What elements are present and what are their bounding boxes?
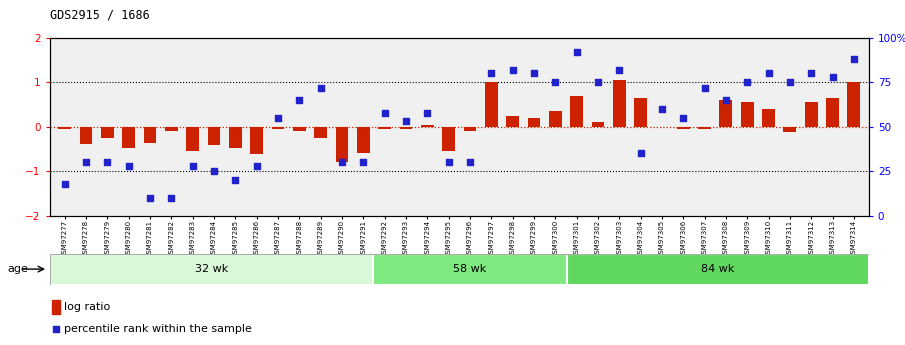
- Point: [228, 177, 243, 183]
- Bar: [186, 127, 199, 151]
- Point: [356, 159, 370, 165]
- Point: [612, 67, 626, 73]
- Point: [505, 67, 519, 73]
- Text: 84 wk: 84 wk: [701, 264, 735, 274]
- Bar: [314, 127, 327, 138]
- Point: [442, 159, 456, 165]
- Bar: [144, 127, 157, 143]
- Point: [206, 168, 221, 174]
- Point: [49, 327, 63, 332]
- Text: age: age: [7, 264, 28, 274]
- Bar: [548, 111, 562, 127]
- Bar: [207, 127, 221, 145]
- Point: [313, 85, 328, 90]
- Bar: [165, 127, 177, 131]
- Point: [847, 57, 862, 62]
- Point: [121, 163, 136, 169]
- Point: [143, 195, 157, 201]
- Bar: [293, 127, 306, 131]
- Bar: [528, 118, 540, 127]
- Bar: [463, 127, 476, 131]
- Point: [591, 80, 605, 85]
- Bar: [485, 82, 498, 127]
- Bar: [336, 127, 348, 162]
- Bar: [741, 102, 754, 127]
- Point: [100, 159, 115, 165]
- Bar: [847, 82, 861, 127]
- Point: [292, 97, 307, 103]
- Bar: [400, 127, 413, 129]
- Bar: [229, 127, 242, 148]
- Bar: [122, 127, 135, 148]
- Bar: [373, 254, 567, 285]
- Bar: [634, 98, 647, 127]
- Point: [569, 49, 584, 55]
- Bar: [592, 122, 605, 127]
- Text: percentile rank within the sample: percentile rank within the sample: [64, 325, 252, 334]
- Bar: [698, 127, 711, 129]
- Point: [399, 119, 414, 124]
- Bar: [58, 127, 71, 129]
- Point: [79, 159, 93, 165]
- Point: [527, 71, 541, 76]
- Text: GDS2915 / 1686: GDS2915 / 1686: [50, 9, 149, 22]
- Bar: [805, 102, 817, 127]
- Bar: [826, 98, 839, 127]
- Bar: [570, 96, 583, 127]
- Bar: [50, 254, 373, 285]
- Point: [164, 195, 178, 201]
- Bar: [506, 116, 519, 127]
- Point: [783, 80, 797, 85]
- Bar: [80, 127, 92, 144]
- Bar: [613, 80, 625, 127]
- Point: [186, 163, 200, 169]
- Bar: [272, 127, 284, 129]
- Bar: [784, 127, 796, 132]
- Text: 32 wk: 32 wk: [195, 264, 228, 274]
- Bar: [101, 127, 114, 138]
- Text: log ratio: log ratio: [64, 302, 110, 312]
- Point: [761, 71, 776, 76]
- Point: [271, 115, 285, 121]
- Bar: [378, 127, 391, 129]
- Point: [804, 71, 818, 76]
- Bar: [762, 109, 775, 127]
- Point: [250, 163, 264, 169]
- Text: 58 wk: 58 wk: [453, 264, 487, 274]
- Point: [719, 97, 733, 103]
- Point: [548, 80, 563, 85]
- Point: [825, 74, 840, 80]
- Point: [654, 106, 669, 112]
- Bar: [251, 127, 263, 154]
- Point: [698, 85, 712, 90]
- Point: [377, 110, 392, 115]
- Bar: [421, 125, 433, 127]
- Bar: [443, 127, 455, 151]
- Point: [57, 181, 71, 186]
- Point: [634, 151, 648, 156]
- Bar: [677, 127, 690, 129]
- Bar: [357, 127, 370, 154]
- Bar: [52, 300, 60, 314]
- Point: [335, 159, 349, 165]
- Point: [676, 115, 691, 121]
- Point: [484, 71, 499, 76]
- Point: [420, 110, 434, 115]
- Bar: [719, 100, 732, 127]
- Bar: [567, 254, 869, 285]
- Point: [740, 80, 755, 85]
- Point: [462, 159, 477, 165]
